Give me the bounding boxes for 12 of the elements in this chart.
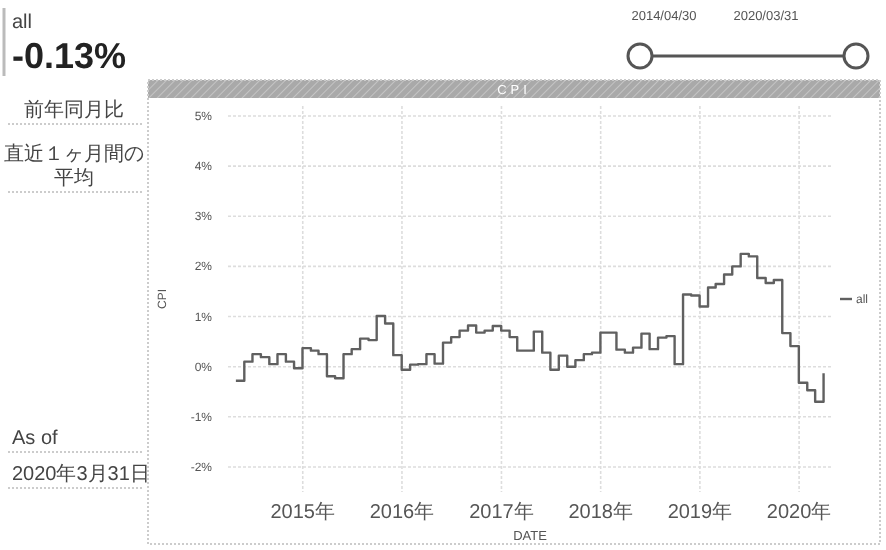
x-tick-label: 2016年 bbox=[369, 500, 435, 524]
text: -0.13% bbox=[12, 36, 127, 76]
text: 前年同月比 bbox=[24, 98, 124, 122]
x-tick-label: 2020年 bbox=[766, 500, 832, 524]
x-tick-label: 2015年 bbox=[270, 500, 335, 524]
text: 直近１ヶ月間の平均 bbox=[4, 142, 144, 190]
text: 2020年3月31日 bbox=[12, 462, 150, 486]
x-tick-label: 2018年 bbox=[568, 500, 633, 524]
x-tick-label: 2017年 bbox=[469, 500, 534, 524]
text: As of bbox=[12, 428, 59, 450]
x-tick-label: 2019年 bbox=[667, 500, 733, 524]
text: all bbox=[12, 12, 33, 34]
